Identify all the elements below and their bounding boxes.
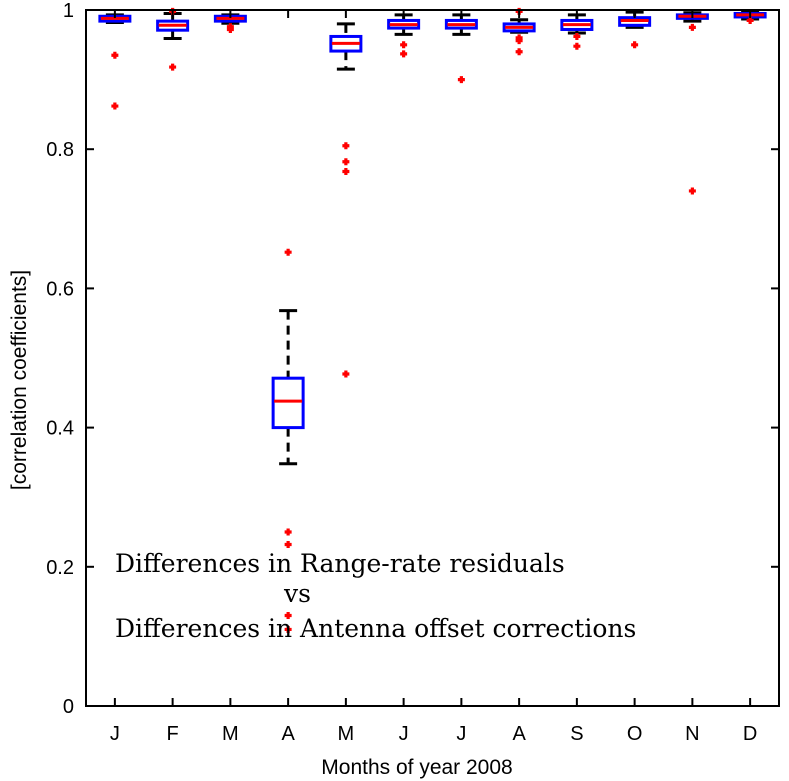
iqr-box	[271, 376, 305, 430]
outlier-point	[515, 37, 523, 45]
x-tick-label: A	[512, 723, 526, 745]
annotation-line-1: Differences in Range-rate residuals	[115, 549, 565, 578]
iqr-box	[560, 18, 594, 31]
iqr-box	[329, 34, 363, 53]
outlier-point	[284, 528, 292, 536]
annotation-line-3: Differences in Antenna offset correction…	[115, 614, 636, 643]
iqr-box	[387, 18, 421, 30]
outlier-point	[688, 187, 696, 195]
outlier-point	[746, 16, 754, 24]
y-tick-label: 0.4	[46, 418, 74, 440]
outlier-point	[342, 142, 350, 150]
y-tick-label: 1	[63, 0, 74, 22]
plot-frame	[85, 9, 780, 707]
x-tick-label: M	[338, 723, 355, 745]
outlier-point	[400, 50, 408, 58]
x-tick-label: A	[281, 723, 295, 745]
outlier-point	[515, 48, 523, 56]
x-tick-label: S	[570, 723, 583, 745]
outlier-point	[342, 158, 350, 166]
box-a-3	[271, 248, 305, 633]
x-tick-label: M	[222, 723, 239, 745]
y-tick-label: 0.8	[46, 139, 74, 161]
outlier-point	[284, 541, 292, 549]
x-tick-label: O	[627, 723, 643, 745]
box-j-5	[387, 13, 421, 58]
outlier-point	[111, 102, 119, 110]
outlier-point	[284, 625, 292, 633]
box-s-8	[560, 13, 594, 50]
outlier-point	[226, 25, 234, 33]
iqr-box	[502, 22, 536, 33]
outlier-point	[284, 248, 292, 256]
x-tick-label: N	[685, 723, 699, 745]
x-tick-label: J	[110, 723, 120, 745]
outlier-point	[573, 32, 581, 40]
x-tick-label: J	[399, 723, 409, 745]
x-tick-label: F	[167, 723, 179, 745]
y-tick-label: 0.6	[46, 278, 74, 300]
outlier-point	[457, 76, 465, 84]
outlier-point	[688, 23, 696, 31]
outlier-point	[284, 612, 292, 620]
x-tick-label: D	[743, 723, 757, 745]
iqr-box	[156, 19, 190, 32]
annotation: Differences in Range-rate residuals vs D…	[115, 549, 636, 643]
outlier-point	[169, 63, 177, 71]
outlier-point	[631, 41, 639, 49]
outlier-point	[342, 370, 350, 378]
axis-ticks: 0 0.2 0.4 0.6 0.8 1 J F M A M J J A S O N D	[46, 0, 779, 745]
y-axis-label: [correlation coefficients]	[8, 270, 31, 490]
y-tick-label: 0.2	[46, 557, 74, 579]
x-tick-label: J	[456, 723, 466, 745]
box-a-7	[502, 7, 536, 56]
outlier-point	[573, 42, 581, 50]
y-tick-label: 0	[63, 696, 74, 718]
outlier-point	[111, 51, 119, 59]
annotation-line-2: vs	[283, 579, 311, 608]
outlier-point	[342, 167, 350, 175]
outlier-point	[400, 41, 408, 49]
box-m-4	[329, 22, 363, 378]
iqr-box	[444, 18, 478, 30]
x-axis-label: Months of year 2008	[321, 756, 512, 779]
